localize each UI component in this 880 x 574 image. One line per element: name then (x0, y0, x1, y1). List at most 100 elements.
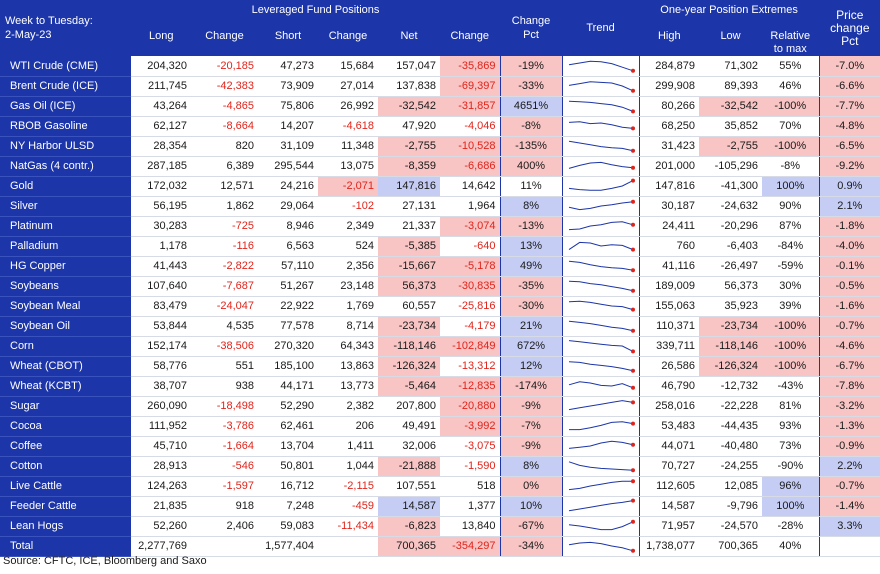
cell-rel: -100% (762, 336, 820, 357)
cell-short: 51,267 (258, 275, 318, 297)
cell-net: 27,131 (378, 196, 440, 217)
cell-long: 111,952 (131, 416, 191, 437)
cell-long: 2,277,769 (131, 535, 191, 557)
week-title: Week to Tuesday: (5, 15, 93, 27)
table-row: WTI Crude (CME) 204,320 -20,185 47,273 15,68… (0, 56, 880, 77)
trend-cell (561, 316, 640, 337)
cell-net: -32,542 (378, 96, 440, 117)
commodity-name: Wheat (CBOT) (0, 356, 131, 377)
trend-end-marker (630, 468, 635, 473)
cell-long: 83,479 (131, 296, 191, 317)
cell-high: 41,116 (639, 256, 700, 277)
table-row: Lean Hogs 52,260 2,406 59,083 -11,434 -6,823 1… (0, 516, 880, 537)
table-row: Sugar 260,090 -18,498 52,290 2,382 207,800 -20… (0, 395, 880, 417)
cell-short: 29,064 (258, 196, 318, 217)
cell-price: -0.9% (819, 436, 880, 457)
cell-short: 185,100 (258, 356, 318, 377)
cell-ch-pct: 8% (500, 456, 563, 477)
cell-ch-pct: -135% (500, 136, 563, 157)
cell-rel: -100% (762, 356, 820, 377)
cell-long: 287,185 (131, 156, 191, 177)
trend-end-marker (630, 328, 635, 333)
trend-end-marker (630, 498, 635, 503)
cell-price: -1.8% (819, 216, 880, 237)
cell-ch-net: -1,590 (440, 456, 501, 477)
cell-high: 155,063 (639, 296, 700, 317)
cell-net: 32,006 (378, 436, 440, 457)
trend-cell (561, 296, 640, 317)
cell-ch-pct: 49% (500, 256, 563, 277)
table-row: Gas Oil (ICE) 43,264 -4,865 75,806 26,992 -32… (0, 96, 880, 117)
cell-short: 31,109 (258, 136, 318, 157)
trend-sparkline (568, 221, 635, 231)
commodity-name: Feeder Cattle (0, 496, 131, 517)
cell-ch-long: 938 (191, 376, 258, 397)
commodity-name: Soybeans (0, 275, 131, 297)
cell-ch-pct: -13% (500, 216, 563, 237)
cell-rel: 39% (762, 296, 820, 317)
trend-sparkline (568, 260, 635, 273)
cell-long: 38,707 (131, 376, 191, 397)
trend-cell (561, 436, 640, 457)
price-change-header: Price change Pct (819, 0, 880, 56)
table-row: Live Cattle 124,263 -1,597 16,712 -2,115 107,… (0, 475, 880, 497)
cell-ch-net: -102,849 (440, 336, 501, 357)
cell-price: -9.2% (819, 156, 880, 177)
cell-high: 14,587 (639, 496, 700, 517)
cell-short: 16,712 (258, 475, 318, 497)
cell-ch-pct: 11% (500, 175, 563, 197)
cell-price: 0.9% (819, 175, 880, 197)
cell-net: 700,365 (378, 535, 440, 557)
trend-line (568, 361, 633, 372)
cell-long: 30,283 (131, 216, 191, 237)
cell-high: 31,423 (639, 136, 700, 157)
cell-ch-net: 14,642 (440, 175, 501, 197)
table-row: Soybean Meal 83,479 -24,047 22,922 1,769 60,5… (0, 296, 880, 317)
trend-end-marker (630, 479, 635, 484)
commodity-name: Corn (0, 336, 131, 357)
cell-net: 56,373 (378, 275, 440, 297)
cell-ch-net: -12,835 (440, 376, 501, 397)
cell-ch-net: -5,178 (440, 256, 501, 277)
cell-rel: 73% (762, 436, 820, 457)
cell-ch-short: -4,618 (318, 116, 378, 137)
cell-short: 8,946 (258, 216, 318, 237)
cell-ch-long: -38,506 (191, 336, 258, 357)
cell-long: 43,264 (131, 96, 191, 117)
cell-price: -0.7% (819, 316, 880, 337)
cell-ch-pct: -35% (500, 275, 563, 297)
cell-ch-net: -30,835 (440, 275, 501, 297)
trend-sparkline (568, 199, 635, 211)
trend-cell (561, 156, 640, 177)
cell-high: 44,071 (639, 436, 700, 457)
trend-line (568, 440, 633, 449)
cell-ch-pct: -30% (500, 296, 563, 317)
cell-low: -9,796 (699, 496, 763, 517)
cell-low: 71,302 (699, 56, 763, 77)
commodity-name: Cotton (0, 456, 131, 477)
cell-ch-short: 23,148 (318, 275, 378, 297)
cell-short: 77,578 (258, 316, 318, 337)
trend-sparkline (568, 498, 635, 512)
cell-long: 28,354 (131, 136, 191, 157)
cell-short: 22,922 (258, 296, 318, 317)
trend-sparkline (568, 140, 635, 153)
cell-short: 13,704 (258, 436, 318, 457)
cell-low: -20,296 (699, 216, 763, 237)
table-row: Cocoa 111,952 -3,786 62,461 206 49,491 -3,992-… (0, 416, 880, 437)
trend-end-marker (630, 148, 635, 153)
cell-ch-pct: -9% (500, 436, 563, 457)
cell-low: 700,365 (699, 535, 763, 557)
cell-ch-net: -25,816 (440, 296, 501, 317)
cell-price: -0.7% (819, 475, 880, 497)
cell-net: -5,385 (378, 236, 440, 257)
trend-cell (561, 395, 640, 417)
cell-ch-long: -20,185 (191, 56, 258, 77)
cell-ch-net: 518 (440, 475, 501, 497)
cell-price: -1.3% (819, 416, 880, 437)
trend-line (568, 500, 633, 512)
cell-net: -5,464 (378, 376, 440, 397)
cell-ch-short: 15,684 (318, 56, 378, 77)
table-row: NY Harbor ULSD 28,354 820 31,109 11,348 -2,75… (0, 136, 880, 157)
